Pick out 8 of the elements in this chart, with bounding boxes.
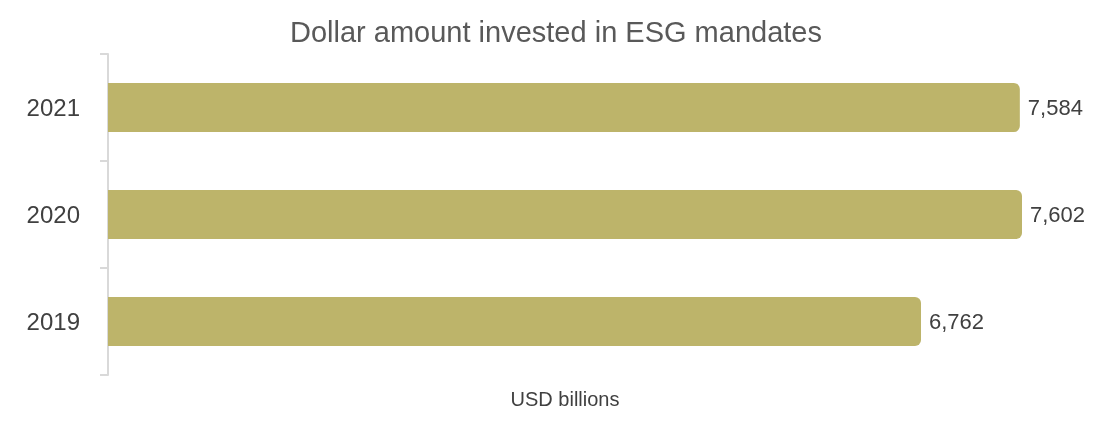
data-label: 6,762 [929,309,985,334]
y-tick-label: 2021 [26,94,80,121]
data-label: 7,584 [1027,95,1083,120]
x-axis-title: USD billions [510,388,620,410]
data-label: 7,602 [1030,202,1086,227]
chart-title: Dollar amount invested in ESG mandates [290,15,822,48]
y-tick-label: 2020 [26,201,80,228]
y-tick-label: 2019 [26,308,80,335]
